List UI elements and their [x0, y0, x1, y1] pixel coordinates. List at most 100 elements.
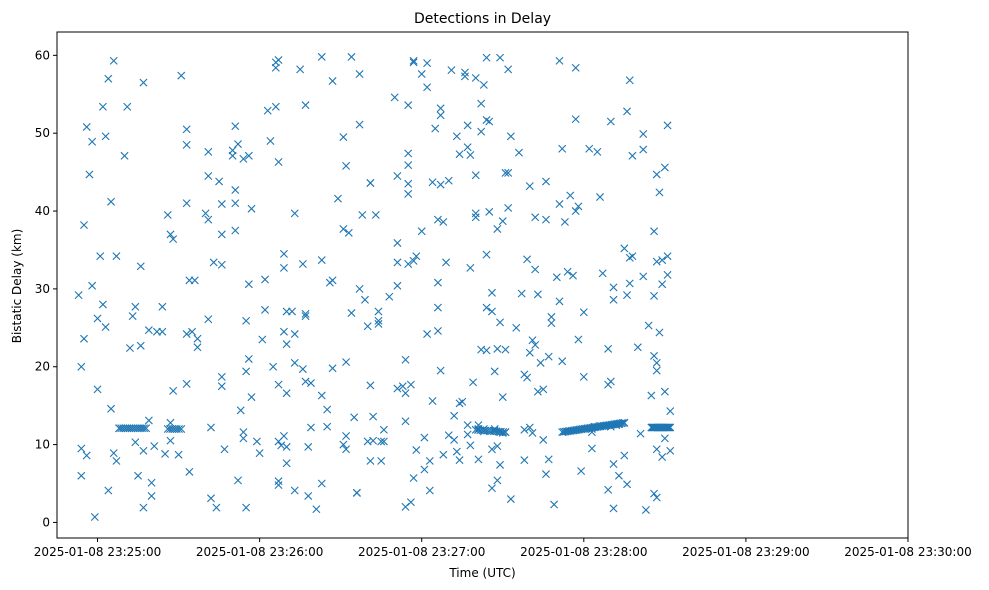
data-point	[428, 178, 437, 187]
data-point	[390, 93, 399, 102]
plot-frame	[56, 31, 909, 539]
data-point	[460, 72, 469, 81]
data-point	[547, 312, 556, 321]
data-point	[417, 227, 426, 236]
data-point	[404, 189, 413, 198]
data-point	[134, 471, 143, 480]
data-point	[471, 213, 480, 222]
data-point	[409, 474, 418, 483]
data-point	[247, 393, 256, 402]
data-point	[239, 428, 248, 437]
data-point	[555, 56, 564, 65]
data-point	[660, 387, 669, 396]
data-point	[620, 451, 629, 460]
data-point	[366, 381, 375, 390]
data-point	[355, 120, 364, 129]
data-point	[555, 200, 564, 209]
data-point	[501, 428, 510, 437]
data-point	[401, 417, 410, 426]
data-point	[490, 367, 499, 376]
data-point	[142, 424, 151, 433]
data-point	[350, 413, 359, 422]
y-tick-label: 30	[35, 282, 50, 296]
axes: 2025-01-08 23:25:00 2025-01-08 23:26:00 20…	[34, 31, 972, 559]
data-point	[271, 102, 280, 111]
data-point	[533, 290, 542, 299]
data-point	[650, 227, 659, 236]
data-point	[190, 276, 199, 285]
data-point	[609, 504, 618, 513]
data-point	[352, 488, 361, 497]
data-point	[498, 217, 507, 226]
data-point	[347, 309, 356, 318]
data-point	[528, 428, 537, 437]
data-point	[242, 503, 251, 512]
data-point	[655, 328, 664, 337]
data-point	[207, 494, 215, 503]
data-point	[374, 307, 383, 316]
data-point	[244, 151, 253, 160]
data-point	[547, 319, 556, 328]
data-point	[342, 358, 351, 367]
data-point	[107, 197, 116, 206]
data-point	[217, 200, 226, 209]
data-point	[531, 213, 540, 222]
data-point	[618, 419, 627, 428]
x-tick-label: 2025-01-08 23:27:00	[358, 545, 485, 559]
chart-title: Detections in Delay	[414, 11, 551, 27]
data-point	[444, 176, 453, 185]
data-point	[231, 186, 240, 195]
data-point	[666, 407, 675, 416]
data-point	[663, 121, 672, 130]
data-point	[614, 471, 623, 480]
data-point	[217, 372, 226, 381]
data-point	[306, 379, 315, 388]
data-point	[212, 503, 221, 512]
data-point	[450, 435, 459, 444]
y-tick-label: 10	[35, 438, 50, 452]
data-point	[261, 275, 270, 284]
data-point	[450, 411, 459, 420]
data-point	[412, 446, 421, 455]
data-point	[363, 322, 372, 331]
x-tick-label: 2025-01-08 23:29:00	[682, 545, 809, 559]
data-point	[663, 423, 672, 432]
data-points	[74, 52, 675, 521]
data-point	[663, 270, 672, 279]
data-point	[144, 326, 153, 335]
data-point	[650, 489, 659, 498]
data-point	[150, 442, 159, 451]
data-point	[279, 327, 288, 336]
data-point	[404, 161, 413, 170]
data-point	[333, 194, 342, 203]
data-point	[342, 161, 351, 170]
data-point	[290, 209, 299, 218]
data-point	[664, 423, 673, 432]
data-point	[496, 318, 505, 327]
data-point	[236, 406, 245, 415]
data-point	[282, 389, 291, 398]
data-point	[665, 423, 674, 432]
data-point	[487, 288, 496, 297]
data-point	[563, 267, 572, 276]
data-point	[447, 66, 456, 75]
data-point	[639, 145, 648, 154]
data-point	[528, 336, 537, 345]
data-point	[182, 330, 191, 339]
data-point	[471, 73, 480, 82]
data-point	[125, 344, 134, 353]
data-point	[520, 425, 529, 434]
data-point	[409, 58, 418, 67]
data-point	[161, 449, 170, 458]
data-point	[107, 404, 116, 413]
data-point	[501, 168, 510, 177]
data-point	[136, 262, 145, 271]
data-point	[279, 432, 288, 441]
data-point	[460, 68, 469, 77]
data-point	[623, 107, 632, 116]
data-point	[112, 252, 121, 261]
data-point	[455, 150, 464, 159]
data-point	[96, 252, 105, 261]
data-point	[369, 412, 378, 421]
data-point	[625, 76, 634, 85]
